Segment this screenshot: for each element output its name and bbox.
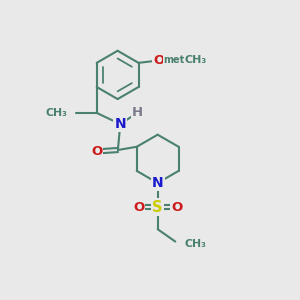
Text: H: H (132, 106, 143, 119)
Text: O: O (171, 201, 182, 214)
Text: N: N (152, 176, 164, 190)
Text: CH₃: CH₃ (185, 239, 207, 249)
Text: O: O (153, 54, 164, 67)
Text: methyl: methyl (177, 60, 182, 61)
Text: CH₃: CH₃ (46, 108, 68, 118)
Text: N: N (114, 117, 126, 131)
Text: O: O (91, 145, 102, 158)
Text: S: S (152, 200, 163, 214)
Text: CH₃: CH₃ (184, 56, 207, 65)
Text: methyl: methyl (163, 56, 201, 65)
Text: O: O (133, 201, 144, 214)
